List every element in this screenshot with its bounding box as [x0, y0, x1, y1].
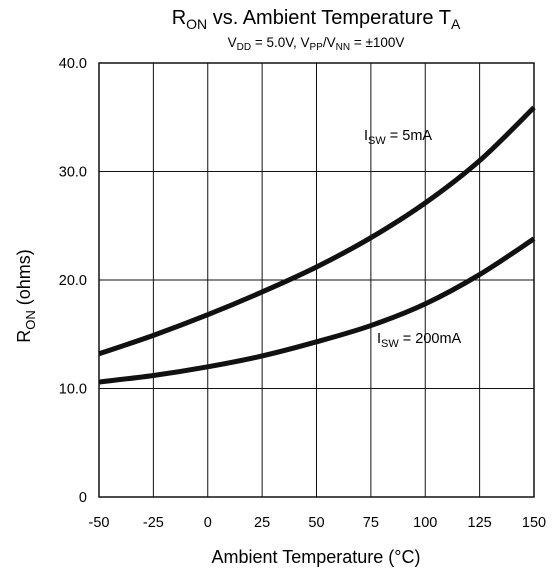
y-tick-label: 30.0 — [59, 165, 87, 181]
series-line-5ma — [98, 105, 536, 357]
series-layer — [98, 105, 536, 385]
plot-frame — [98, 62, 535, 498]
series-label-200ma: ISW = 200mA — [377, 331, 462, 350]
y-tick-label: 20.0 — [59, 273, 87, 289]
x-tick-label: 100 — [413, 515, 437, 531]
y-tick-label: 10.0 — [59, 382, 87, 398]
x-tick-label: 150 — [522, 515, 546, 531]
chart-title: RON vs. Ambient Temperature TA — [172, 7, 461, 32]
chart-subtitle: VDD = 5.0V, VPP/VNN = ±100V — [228, 35, 405, 53]
x-axis-label: Ambient Temperature (°C) — [212, 547, 421, 567]
x-tick-label: 75 — [363, 515, 379, 531]
y-tick-label: 0 — [79, 490, 87, 506]
x-tick-label: 25 — [254, 515, 270, 531]
x-tick-label: 50 — [308, 515, 324, 531]
series-label-5ma: ISW = 5mA — [364, 128, 432, 147]
x-tick-label: -25 — [143, 515, 164, 531]
series-line-200ma — [98, 236, 536, 385]
x-tick-label: 0 — [204, 515, 212, 531]
x-tick-labels: -50 -25 0 25 50 75 100 125 150 — [89, 515, 547, 531]
y-tick-labels: 0 10.0 20.0 30.0 40.0 — [59, 56, 87, 506]
y-tick-label: 40.0 — [59, 56, 87, 72]
x-tick-label: 125 — [468, 515, 492, 531]
y-axis-label: RON (ohms) — [14, 249, 38, 343]
x-tick-label: -50 — [89, 515, 110, 531]
